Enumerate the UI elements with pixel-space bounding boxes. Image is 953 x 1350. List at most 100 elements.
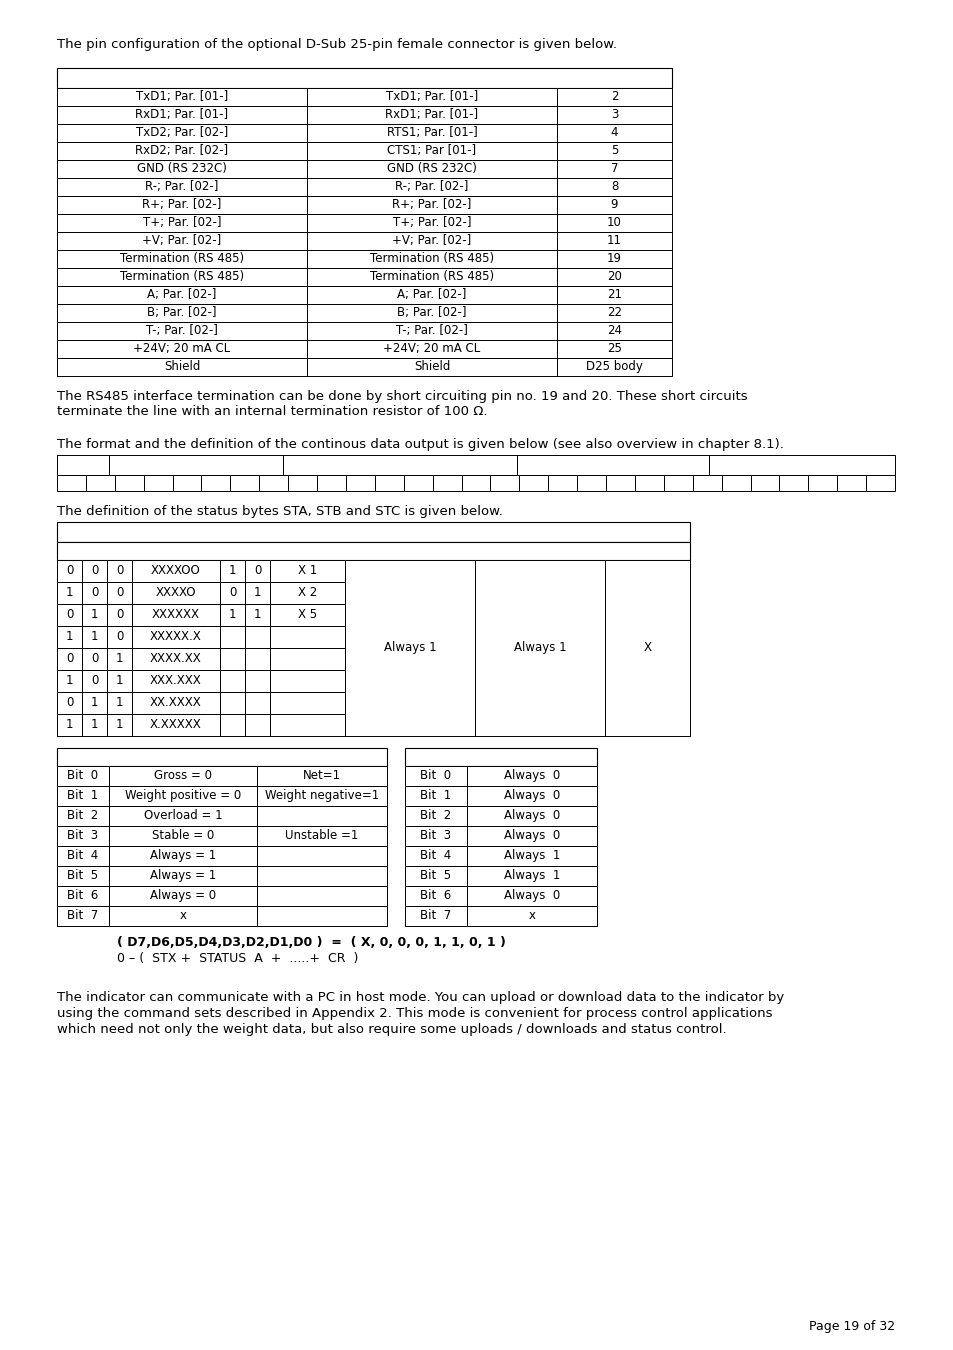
Bar — [405, 806, 467, 826]
Text: Bit  7: Bit 7 — [68, 909, 98, 922]
Text: Bit  4: Bit 4 — [420, 849, 451, 863]
Text: Always 1: Always 1 — [383, 641, 436, 653]
Text: The definition of the status bytes STA, STB and STC is given below.: The definition of the status bytes STA, … — [57, 505, 502, 518]
Bar — [57, 826, 109, 846]
Bar — [605, 475, 635, 491]
Bar — [114, 475, 144, 491]
Bar — [405, 865, 467, 886]
Bar — [57, 196, 307, 215]
Bar — [548, 475, 577, 491]
Text: which need not only the weight data, but also require some uploads / downloads a: which need not only the weight data, but… — [57, 1023, 726, 1035]
Bar — [307, 161, 557, 178]
Text: 1: 1 — [115, 718, 123, 730]
Bar — [307, 107, 557, 124]
Bar — [375, 475, 403, 491]
Text: 5: 5 — [610, 144, 618, 157]
Bar — [220, 626, 245, 648]
Text: +V; Par. [02-]: +V; Par. [02-] — [142, 234, 221, 247]
Bar — [107, 714, 132, 736]
Text: T+; Par. [02-]: T+; Par. [02-] — [393, 216, 471, 230]
Bar — [256, 865, 387, 886]
Text: Shield: Shield — [164, 360, 200, 373]
Text: Page 19 of 32: Page 19 of 32 — [808, 1320, 894, 1332]
Text: XXXXOO: XXXXOO — [151, 564, 201, 576]
Bar — [557, 142, 671, 161]
Bar — [82, 670, 107, 693]
Text: Overload = 1: Overload = 1 — [144, 809, 222, 822]
Bar — [57, 714, 82, 736]
Text: R-; Par. [02-]: R-; Par. [02-] — [395, 180, 468, 193]
Bar — [57, 846, 109, 865]
Text: Bit  4: Bit 4 — [68, 849, 98, 863]
Text: 1: 1 — [253, 608, 261, 621]
Bar — [557, 286, 671, 304]
Text: +V; Par. [02-]: +V; Par. [02-] — [392, 234, 471, 247]
Text: Weight positive = 0: Weight positive = 0 — [125, 788, 241, 802]
Text: RxD1; Par. [01-]: RxD1; Par. [01-] — [135, 108, 229, 122]
Bar — [557, 250, 671, 269]
Text: 11: 11 — [606, 234, 621, 247]
Text: 0: 0 — [66, 608, 73, 621]
Text: 1: 1 — [115, 697, 123, 709]
Text: 21: 21 — [606, 288, 621, 301]
Bar — [405, 765, 467, 786]
Bar — [270, 560, 345, 582]
Text: 0: 0 — [91, 564, 98, 576]
Bar — [57, 142, 307, 161]
Text: TxD1; Par. [01-]: TxD1; Par. [01-] — [385, 90, 477, 103]
Bar — [557, 358, 671, 377]
Bar — [220, 603, 245, 626]
Bar — [518, 475, 548, 491]
Text: XXX.XXX: XXX.XXX — [150, 674, 202, 687]
Text: using the command sets described in Appendix 2. This mode is convenient for proc: using the command sets described in Appe… — [57, 1007, 772, 1021]
Text: A; Par. [02-]: A; Par. [02-] — [147, 288, 216, 301]
Text: 24: 24 — [606, 324, 621, 338]
Text: 1: 1 — [66, 674, 73, 687]
Text: 0: 0 — [91, 586, 98, 599]
Text: Termination (RS 485): Termination (RS 485) — [120, 252, 244, 265]
Text: Bit  1: Bit 1 — [420, 788, 451, 802]
Text: Always  0: Always 0 — [503, 769, 559, 782]
Text: 22: 22 — [606, 306, 621, 319]
Text: 25: 25 — [606, 342, 621, 355]
Text: Gross = 0: Gross = 0 — [153, 769, 212, 782]
Bar — [57, 215, 307, 232]
Bar — [57, 161, 307, 178]
Text: 1: 1 — [66, 718, 73, 730]
Bar — [403, 475, 433, 491]
Bar — [220, 560, 245, 582]
Bar — [57, 250, 307, 269]
Text: R+; Par. [02-]: R+; Par. [02-] — [142, 198, 221, 211]
Bar — [467, 906, 597, 926]
Bar — [270, 626, 345, 648]
Bar — [346, 475, 375, 491]
Bar — [467, 786, 597, 806]
Bar — [57, 124, 307, 142]
Text: Bit  5: Bit 5 — [68, 869, 98, 882]
Bar — [307, 286, 557, 304]
Bar — [256, 826, 387, 846]
Text: X 5: X 5 — [297, 608, 316, 621]
Bar — [57, 178, 307, 196]
Text: The indicator can communicate with a PC in host mode. You can upload or download: The indicator can communicate with a PC … — [57, 991, 783, 1004]
Bar — [107, 670, 132, 693]
Bar — [316, 475, 346, 491]
Bar — [467, 826, 597, 846]
Bar — [220, 670, 245, 693]
Bar — [109, 906, 256, 926]
Text: Stable = 0: Stable = 0 — [152, 829, 213, 842]
Bar — [57, 626, 82, 648]
Bar — [57, 603, 82, 626]
Text: Always = 1: Always = 1 — [150, 849, 216, 863]
Text: Always  1: Always 1 — [503, 869, 559, 882]
Bar — [433, 475, 461, 491]
Text: 0: 0 — [66, 697, 73, 709]
Bar — [467, 865, 597, 886]
Bar — [663, 475, 692, 491]
Text: TxD2; Par. [02-]: TxD2; Par. [02-] — [135, 126, 228, 139]
Text: B; Par. [02-]: B; Par. [02-] — [147, 306, 216, 319]
Text: 2: 2 — [610, 90, 618, 103]
Text: Always  1: Always 1 — [503, 849, 559, 863]
Text: 1: 1 — [115, 652, 123, 666]
Bar — [132, 670, 220, 693]
